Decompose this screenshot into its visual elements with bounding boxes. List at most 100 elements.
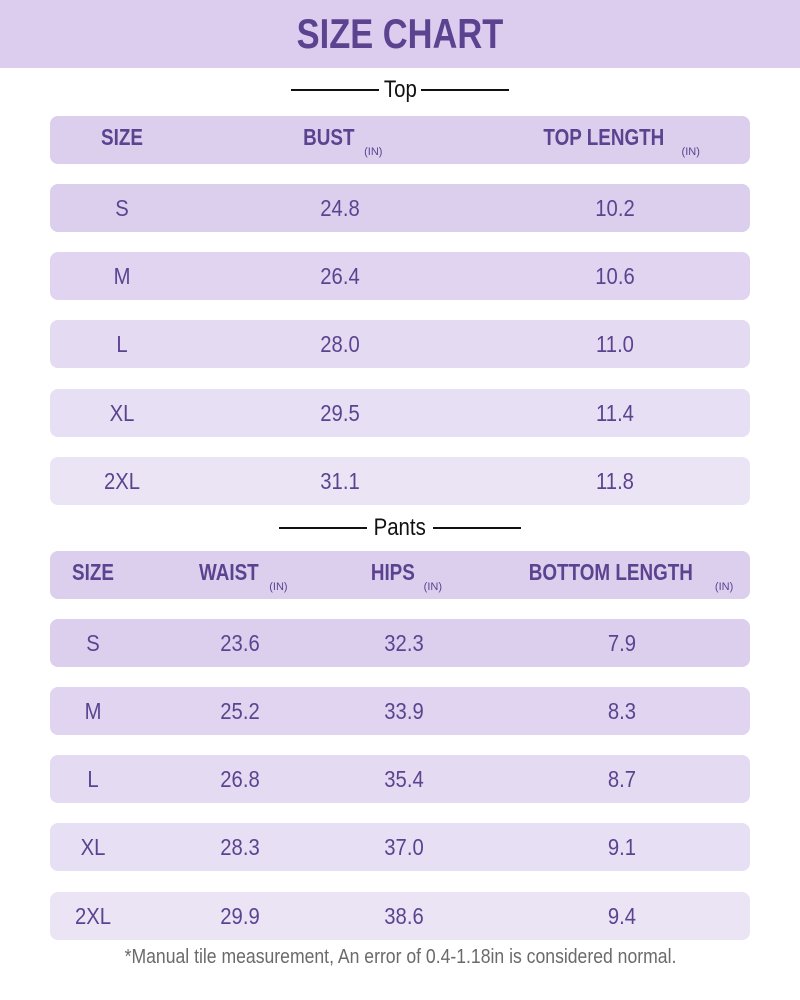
cell-value: 35.4 [384, 766, 424, 792]
cell-value: 25.2 [220, 698, 260, 724]
cell-value: 8.3 [607, 698, 637, 724]
header-label: BOTTOM LENGTH [528, 559, 693, 585]
table-cell: 9.1 [606, 823, 638, 871]
divider [421, 89, 510, 91]
title-banner: SIZE CHART [0, 0, 800, 68]
table-cell: 26.4 [318, 252, 363, 300]
cell-value: 10.2 [595, 195, 635, 221]
table-cell: M [112, 252, 131, 300]
table-cell: 2XL [102, 457, 143, 505]
cell-value: 38.6 [384, 903, 424, 929]
measurement-note: *Manual tile measurement, An error of 0.… [0, 946, 800, 969]
header-label: TOP LENGTH [543, 124, 665, 150]
pants-section-label: Pants [0, 512, 800, 544]
cell-value: 26.8 [220, 766, 260, 792]
table-row: S 23.6 32.3 7.9 [50, 619, 750, 667]
unit-label: (IN) [681, 146, 700, 158]
table-cell: 35.4 [382, 755, 427, 803]
table-cell: 32.3 [382, 619, 427, 667]
table-header-row: SIZE WAIST (IN) HIPS (IN) BOTTOM LENGTH (IN) [50, 551, 750, 599]
header-label: SIZE [101, 124, 143, 150]
divider [432, 527, 521, 529]
column-header: SIZE [67, 551, 118, 599]
table-cell: 10.6 [593, 252, 638, 300]
table-row: 2XL 29.9 38.6 9.4 [50, 892, 750, 940]
header-label: SIZE [72, 559, 114, 585]
table-cell: 31.1 [318, 457, 363, 505]
table-cell: 26.8 [218, 755, 263, 803]
cell-value: L [116, 331, 128, 357]
column-header: WAIST (IN) [192, 551, 288, 599]
top-section-label: Top [0, 74, 800, 106]
table-cell: 28.3 [218, 823, 263, 871]
table-cell: 11.0 [593, 320, 636, 368]
table-cell: 2XL [73, 892, 114, 940]
cell-value: 9.4 [607, 903, 637, 929]
cell-value: 23.6 [220, 630, 260, 656]
unit-label: (IN) [714, 581, 734, 593]
page-title: SIZE CHART [296, 10, 504, 57]
cell-value: 8.7 [607, 766, 637, 792]
table-cell: 29.5 [318, 389, 363, 437]
table-header-row: SIZE BUST (IN) TOP LENGTH (IN) [50, 116, 750, 164]
table-row: XL 28.3 37.0 9.1 [50, 823, 750, 871]
divider [290, 89, 379, 91]
table-cell: M [83, 687, 102, 735]
cell-value: 10.6 [595, 263, 635, 289]
cell-value: S [86, 630, 100, 656]
table-cell: 8.3 [606, 687, 638, 735]
table-cell: 8.7 [606, 755, 638, 803]
unit-label: (IN) [269, 581, 288, 593]
table-cell: 7.9 [606, 619, 638, 667]
header-label: HIPS [370, 559, 415, 585]
table-cell: 28.0 [318, 320, 363, 368]
column-header: SIZE [96, 116, 147, 164]
divider [279, 527, 368, 529]
cell-value: 29.9 [220, 903, 260, 929]
cell-value: 32.3 [384, 630, 424, 656]
cell-value: 11.8 [596, 468, 634, 494]
column-header: BUST (IN) [298, 116, 382, 164]
table-row: XL 29.5 11.4 [50, 389, 750, 437]
header-label: WAIST [198, 559, 259, 585]
table-cell: 38.6 [382, 892, 427, 940]
cell-value: 11.4 [596, 400, 634, 426]
table-cell: L [87, 755, 100, 803]
cell-value: L [87, 766, 99, 792]
table-cell: 37.0 [382, 823, 427, 871]
table-row: M 25.2 33.9 8.3 [50, 687, 750, 735]
column-header: HIPS (IN) [366, 551, 442, 599]
cell-value: 28.3 [220, 834, 260, 860]
cell-value: 7.9 [607, 630, 637, 656]
table-cell: 29.9 [218, 892, 263, 940]
table-cell: XL [108, 389, 136, 437]
cell-value: 28.0 [320, 331, 360, 357]
cell-value: 37.0 [384, 834, 424, 860]
unit-label: (IN) [423, 581, 443, 593]
table-cell: 11.8 [593, 457, 636, 505]
cell-value: 2XL [74, 903, 112, 929]
cell-value: XL [109, 400, 135, 426]
cell-value: 26.4 [320, 263, 360, 289]
header-label: BUST [303, 124, 355, 150]
table-row: L 28.0 11.0 [50, 320, 750, 368]
table-cell: 11.4 [593, 389, 636, 437]
table-cell: 33.9 [382, 687, 427, 735]
cell-value: 29.5 [320, 400, 360, 426]
cell-value: 33.9 [384, 698, 424, 724]
cell-value: 24.8 [320, 195, 360, 221]
table-cell: 10.2 [593, 184, 638, 232]
table-cell: L [116, 320, 129, 368]
cell-value: 31.1 [320, 468, 360, 494]
table-row: M 26.4 10.6 [50, 252, 750, 300]
table-cell: S [114, 184, 129, 232]
cell-value: XL [80, 834, 106, 860]
cell-value: M [113, 263, 131, 289]
cell-value: M [84, 698, 102, 724]
table-cell: 9.4 [606, 892, 638, 940]
cell-value: 11.0 [596, 331, 634, 357]
cell-value: 9.1 [607, 834, 637, 860]
note-text: *Manual tile measurement, An error of 0.… [124, 946, 676, 968]
table-cell: S [85, 619, 100, 667]
top-label: Top [383, 76, 417, 103]
